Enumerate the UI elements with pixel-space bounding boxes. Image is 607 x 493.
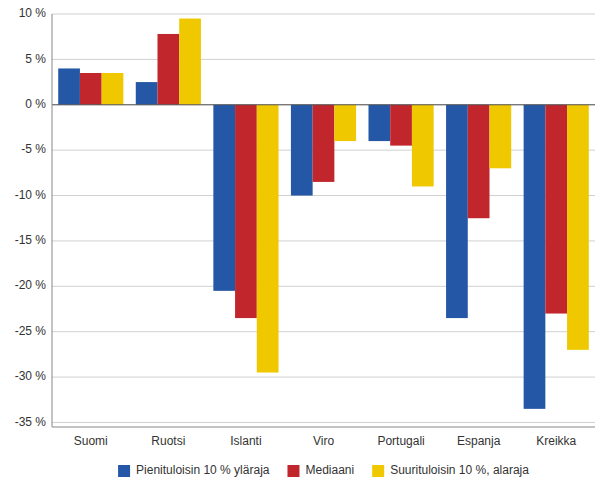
bar (257, 105, 279, 373)
y-tick-label: -30 % (15, 369, 47, 383)
legend-label: Mediaani (305, 463, 354, 477)
y-tick-label: -5 % (21, 142, 46, 156)
series (58, 68, 545, 408)
legend: Pienituloisin 10 % yläraja Mediaani Suurit… (118, 463, 529, 477)
grid (52, 14, 595, 422)
y-tick-label: -10 % (15, 188, 47, 202)
legend-label: Suurituloisin 10 %, alaraja (390, 463, 529, 477)
grid-line (52, 422, 595, 423)
bar (468, 105, 490, 218)
grid-line (52, 331, 595, 332)
bar (390, 105, 412, 146)
grid-line (52, 195, 595, 196)
grid-line (52, 14, 595, 15)
bar (446, 105, 468, 318)
bar (490, 105, 512, 169)
x-tick-label: Ruotsi (151, 434, 185, 448)
legend-swatch (287, 465, 299, 477)
y-tick-label: -15 % (15, 233, 47, 247)
x-tick-label: Viro (313, 434, 334, 448)
y-axis-line (52, 14, 53, 427)
bar (545, 105, 567, 314)
bar (179, 19, 201, 105)
y-axis: -35 % -30 % -25 % -20 % -15 % -10 % -5 % 0 % 5 %… (15, 6, 47, 428)
bar (313, 105, 335, 182)
grid-line (52, 59, 595, 60)
legend-item: Suurituloisin 10 %, alaraja (372, 463, 529, 477)
bar (136, 82, 158, 105)
grid-line (52, 104, 595, 105)
x-tick-label: Kreikka (536, 434, 576, 448)
bar (412, 105, 434, 187)
legend-swatch (118, 465, 130, 477)
y-tick-label: 5 % (25, 52, 46, 66)
bar (291, 105, 313, 196)
x-axis-line (52, 427, 595, 428)
legend-item: Mediaani (287, 463, 354, 477)
bar (334, 105, 356, 141)
bar (235, 105, 257, 318)
legend-label: Pienituloisin 10 % yläraja (136, 463, 270, 477)
legend-swatch (372, 465, 384, 477)
x-tick-label: Islanti (230, 434, 261, 448)
grid-line (52, 286, 595, 287)
x-tick-label: Espanja (457, 434, 501, 448)
bar (102, 73, 124, 105)
bar (213, 105, 235, 291)
chart: -35 % -30 % -25 % -20 % -15 % -10 % -5 % 0 % 5 %… (0, 0, 607, 493)
bar (524, 105, 546, 409)
legend-item: Pienituloisin 10 % yläraja (118, 463, 270, 477)
x-tick-label: Portugali (377, 434, 424, 448)
y-tick-label: -35 % (15, 415, 47, 429)
x-axis: Suomi Ruotsi Islanti Viro Portugali Espanja Kr… (74, 434, 577, 448)
y-tick-label: 10 % (19, 6, 47, 20)
zero-line (52, 104, 595, 105)
y-tick-label: -20 % (15, 278, 47, 292)
bar (80, 73, 102, 105)
grid-line (52, 377, 595, 378)
bar (567, 105, 589, 350)
y-tick-label: 0 % (25, 97, 46, 111)
bars (58, 19, 589, 409)
x-tick-label: Suomi (74, 434, 108, 448)
bar (368, 105, 390, 141)
bar (58, 68, 80, 104)
y-tick-label: -25 % (15, 324, 47, 338)
series (102, 19, 589, 373)
grid-line (52, 240, 595, 241)
series (80, 34, 567, 318)
bar (157, 34, 179, 105)
